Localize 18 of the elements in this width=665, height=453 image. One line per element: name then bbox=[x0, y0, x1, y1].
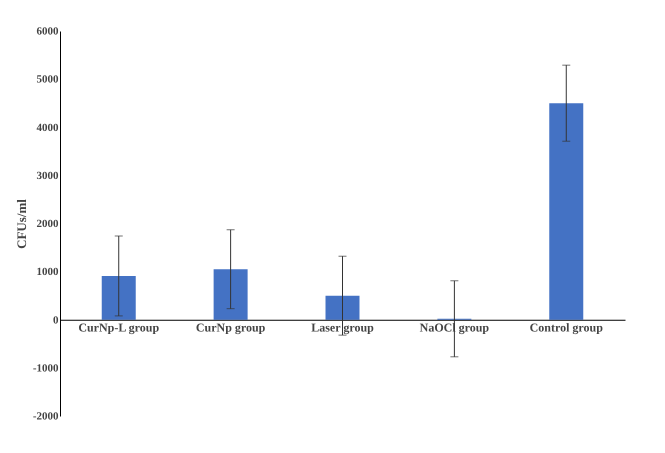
bar bbox=[102, 276, 136, 320]
bar bbox=[549, 103, 584, 320]
x-tick-label: Control group bbox=[530, 320, 604, 334]
y-tick-label: 0 bbox=[53, 314, 59, 326]
bar bbox=[326, 296, 360, 320]
y-tick-label: 4000 bbox=[36, 122, 59, 134]
y-tick-label: 1000 bbox=[36, 266, 59, 278]
x-tick-label: Laser group bbox=[311, 320, 374, 334]
x-tick-label: CurNp-L group bbox=[78, 320, 160, 334]
bar bbox=[214, 269, 248, 320]
y-tick-label: -2000 bbox=[32, 410, 59, 422]
y-tick-label: 5000 bbox=[36, 74, 59, 86]
y-tick-label: 6000 bbox=[36, 26, 59, 38]
x-tick-label: CurNp group bbox=[196, 320, 266, 334]
y-tick-label: 2000 bbox=[36, 218, 59, 230]
y-tick-label: -1000 bbox=[32, 362, 59, 374]
y-tick-label: 3000 bbox=[36, 170, 59, 182]
y-axis-title: CFUs/ml bbox=[14, 198, 29, 249]
